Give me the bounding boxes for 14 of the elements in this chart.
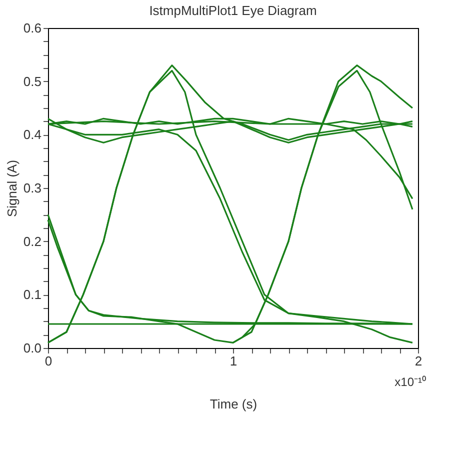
y-tick-label: 0.4 [23,127,42,142]
x-axis-title: Time (s) [210,396,258,412]
y-tick-label: 0.6 [23,20,42,36]
y-tick-label: 0.2 [23,234,42,249]
x-tick-label: 1 [230,354,238,368]
y-tick-label: 0.5 [23,74,42,89]
text: x10⁻¹⁰ [394,375,426,389]
x-tick-label: 2 [414,354,422,368]
chart-title: IstmpMultiPlot1 Eye Diagram [149,3,317,18]
y-tick-label: 0.3 [23,180,42,196]
x-tick-label: 0 [44,354,52,368]
y-tick-label: 0.1 [23,287,42,302]
y-axis-title: Signal (A) [4,160,20,218]
y-tick-label: 0.0 [23,340,42,356]
